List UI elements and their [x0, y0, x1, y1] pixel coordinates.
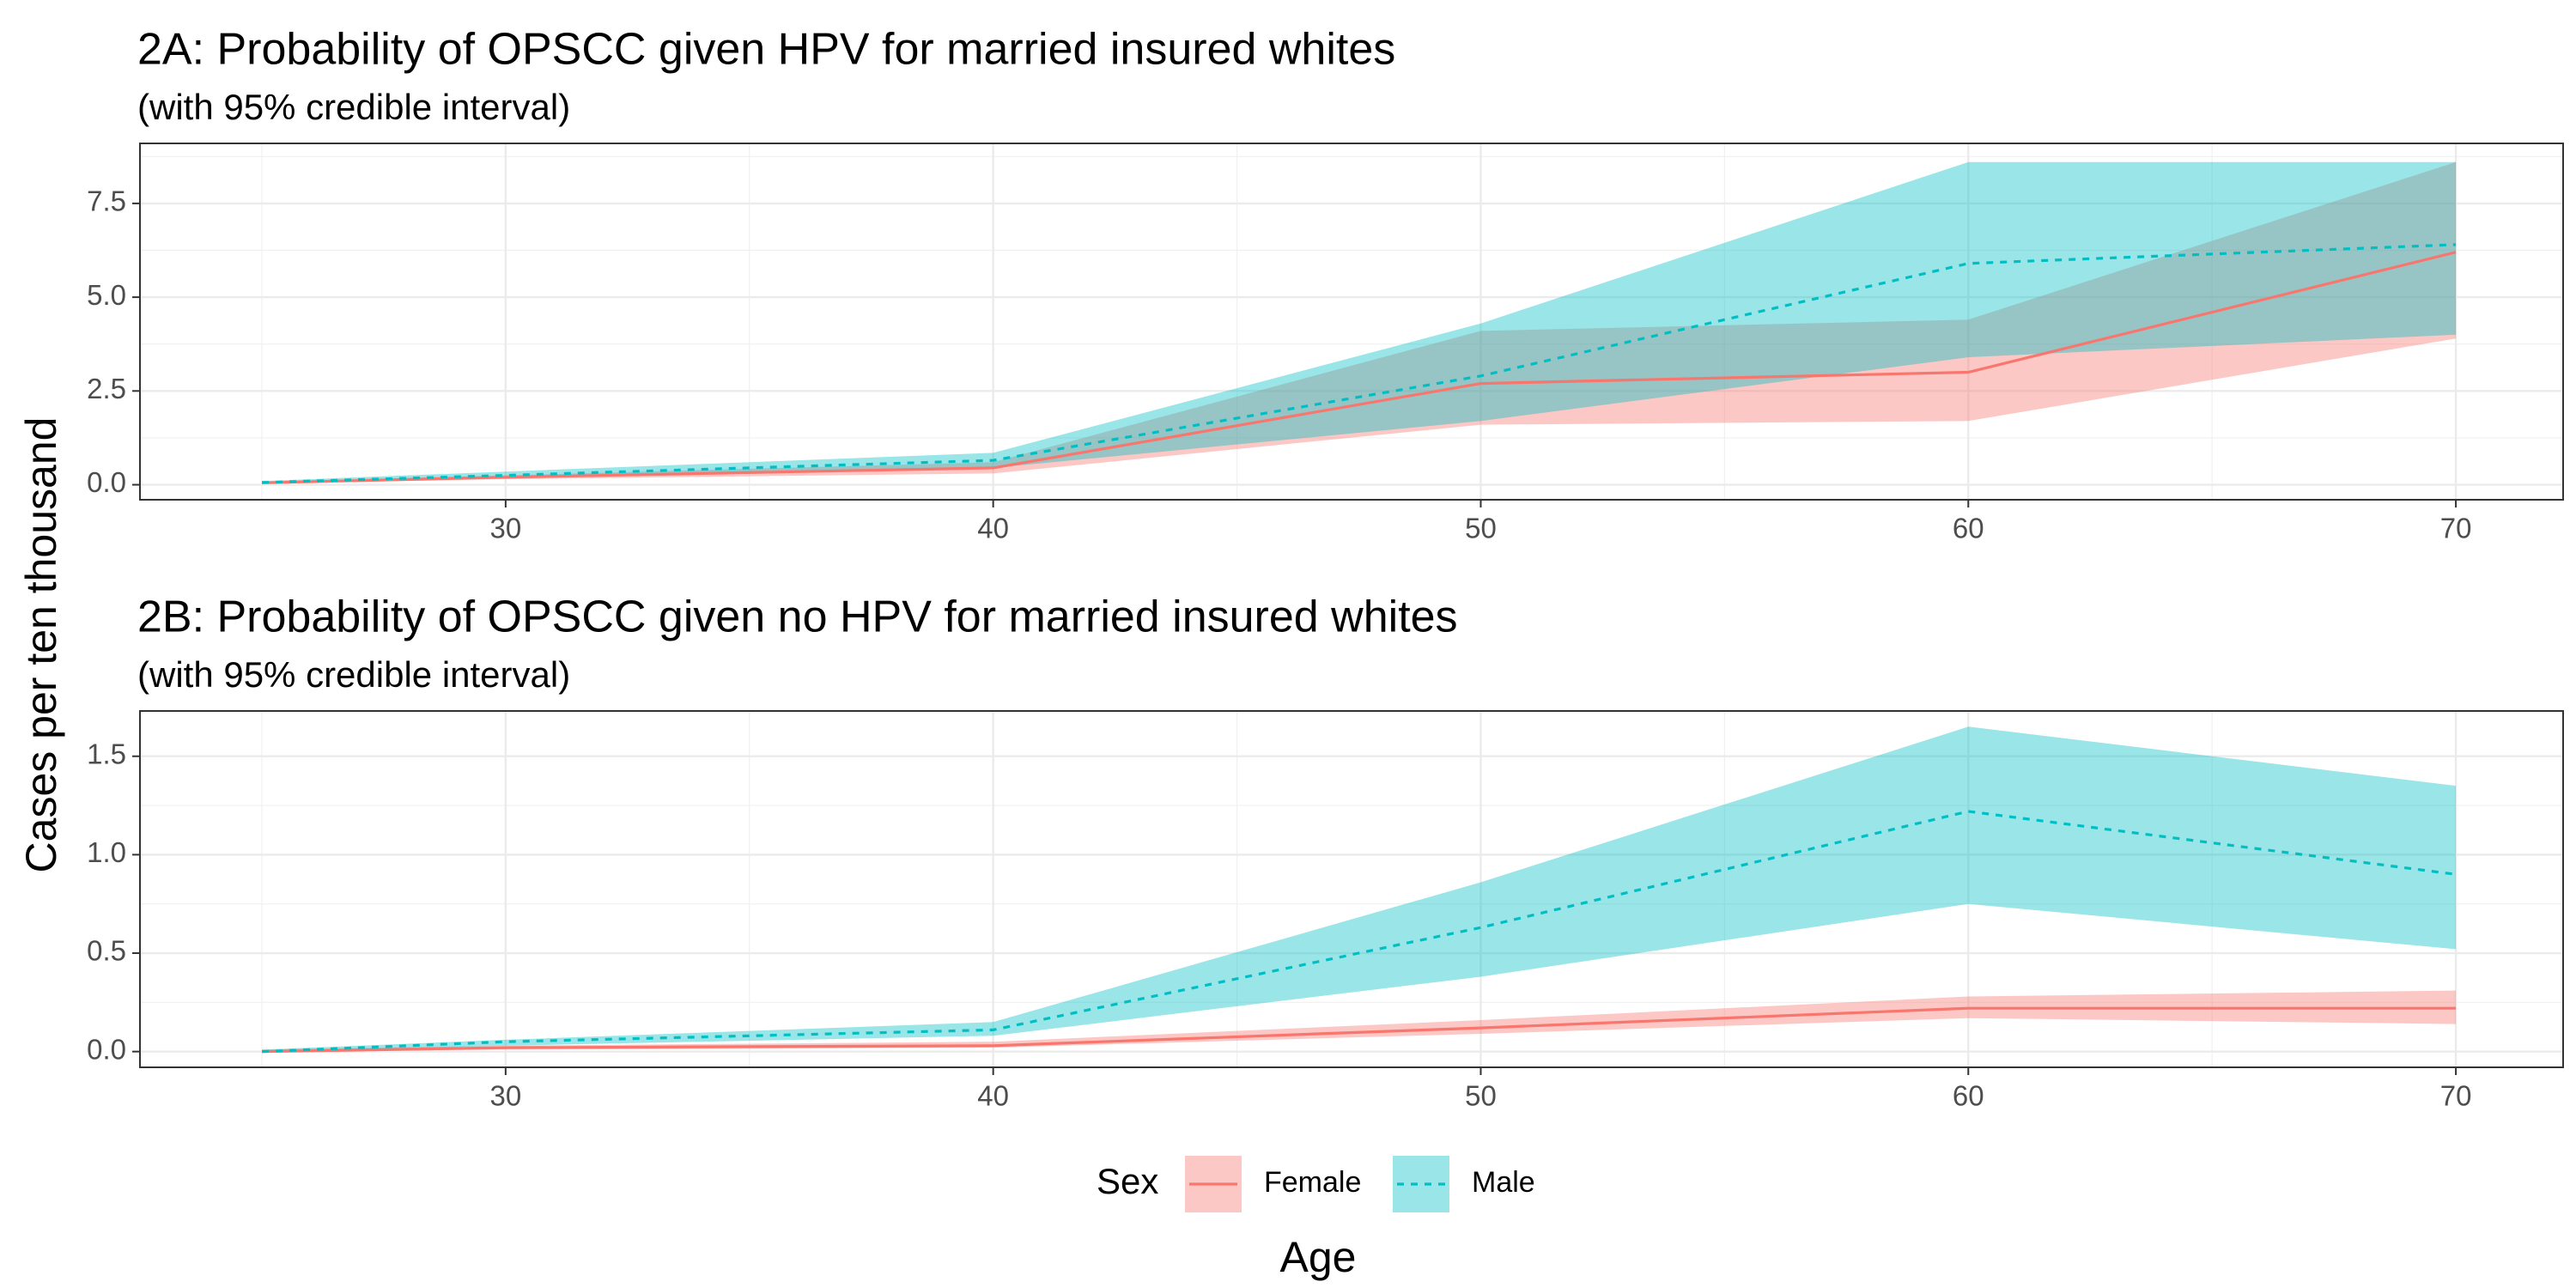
panel-2A: 30 40 50 60 70 0.0 2.5 5.0 7.5 — [87, 143, 2564, 544]
x-tick-label: 60 — [1953, 513, 1984, 544]
x-tick-label: 50 — [1465, 1080, 1497, 1112]
y-tick-label: 1.0 — [87, 836, 126, 868]
x-axis-title: Age — [1280, 1233, 1357, 1281]
series-line-female — [261, 1006, 2457, 1054]
x-tick-label: 70 — [2440, 513, 2472, 544]
legend-label-female: Female — [1264, 1166, 1361, 1199]
y-tick-label: 1.5 — [87, 738, 126, 769]
x-tick-label: 40 — [977, 1080, 1009, 1112]
y-tick-label: 2.5 — [87, 373, 126, 404]
panel-border — [139, 143, 2564, 501]
y-axis-title: Cases per ten thousand — [17, 417, 65, 873]
legend-label-male: Male — [1472, 1166, 1535, 1199]
ci-ribbon-male — [262, 161, 2457, 483]
y-tick-label: 0.5 — [87, 935, 126, 967]
x-tick-label: 60 — [1953, 1080, 1984, 1112]
legend: Sex Female Male — [1097, 1156, 1535, 1212]
panel-subtitle: (with 95% credible interval) — [137, 87, 570, 127]
ci-ribbon-male — [262, 726, 2457, 1052]
x-tick-label: 30 — [489, 1080, 521, 1112]
panel-border — [139, 710, 2564, 1068]
ci-ribbon-female — [262, 990, 2457, 1052]
y-tick-label: 7.5 — [87, 185, 126, 217]
x-tick-label: 70 — [2440, 1080, 2472, 1112]
y-tick-label: 0.0 — [87, 1033, 126, 1065]
series-line-male — [261, 810, 2457, 1054]
x-tick-label: 50 — [1465, 513, 1497, 544]
panel-title: 2B: Probability of OPSCC given no HPV fo… — [137, 592, 1458, 642]
series-line-female — [261, 251, 2457, 484]
x-tick-label: 30 — [489, 513, 521, 544]
legend-title: Sex — [1097, 1161, 1158, 1201]
panel-subtitle: (with 95% credible interval) — [137, 654, 570, 695]
panel-title: 2A: Probability of OPSCC given HPV for m… — [137, 25, 1395, 75]
y-tick-label: 0.0 — [87, 466, 126, 498]
panel-2B: 30 40 50 60 70 0.0 0.5 1.0 1.5 — [87, 710, 2564, 1112]
y-tick-label: 5.0 — [87, 279, 126, 311]
ci-ribbon-female — [262, 161, 2457, 484]
series-line-male — [261, 243, 2457, 484]
x-tick-label: 40 — [977, 513, 1009, 544]
